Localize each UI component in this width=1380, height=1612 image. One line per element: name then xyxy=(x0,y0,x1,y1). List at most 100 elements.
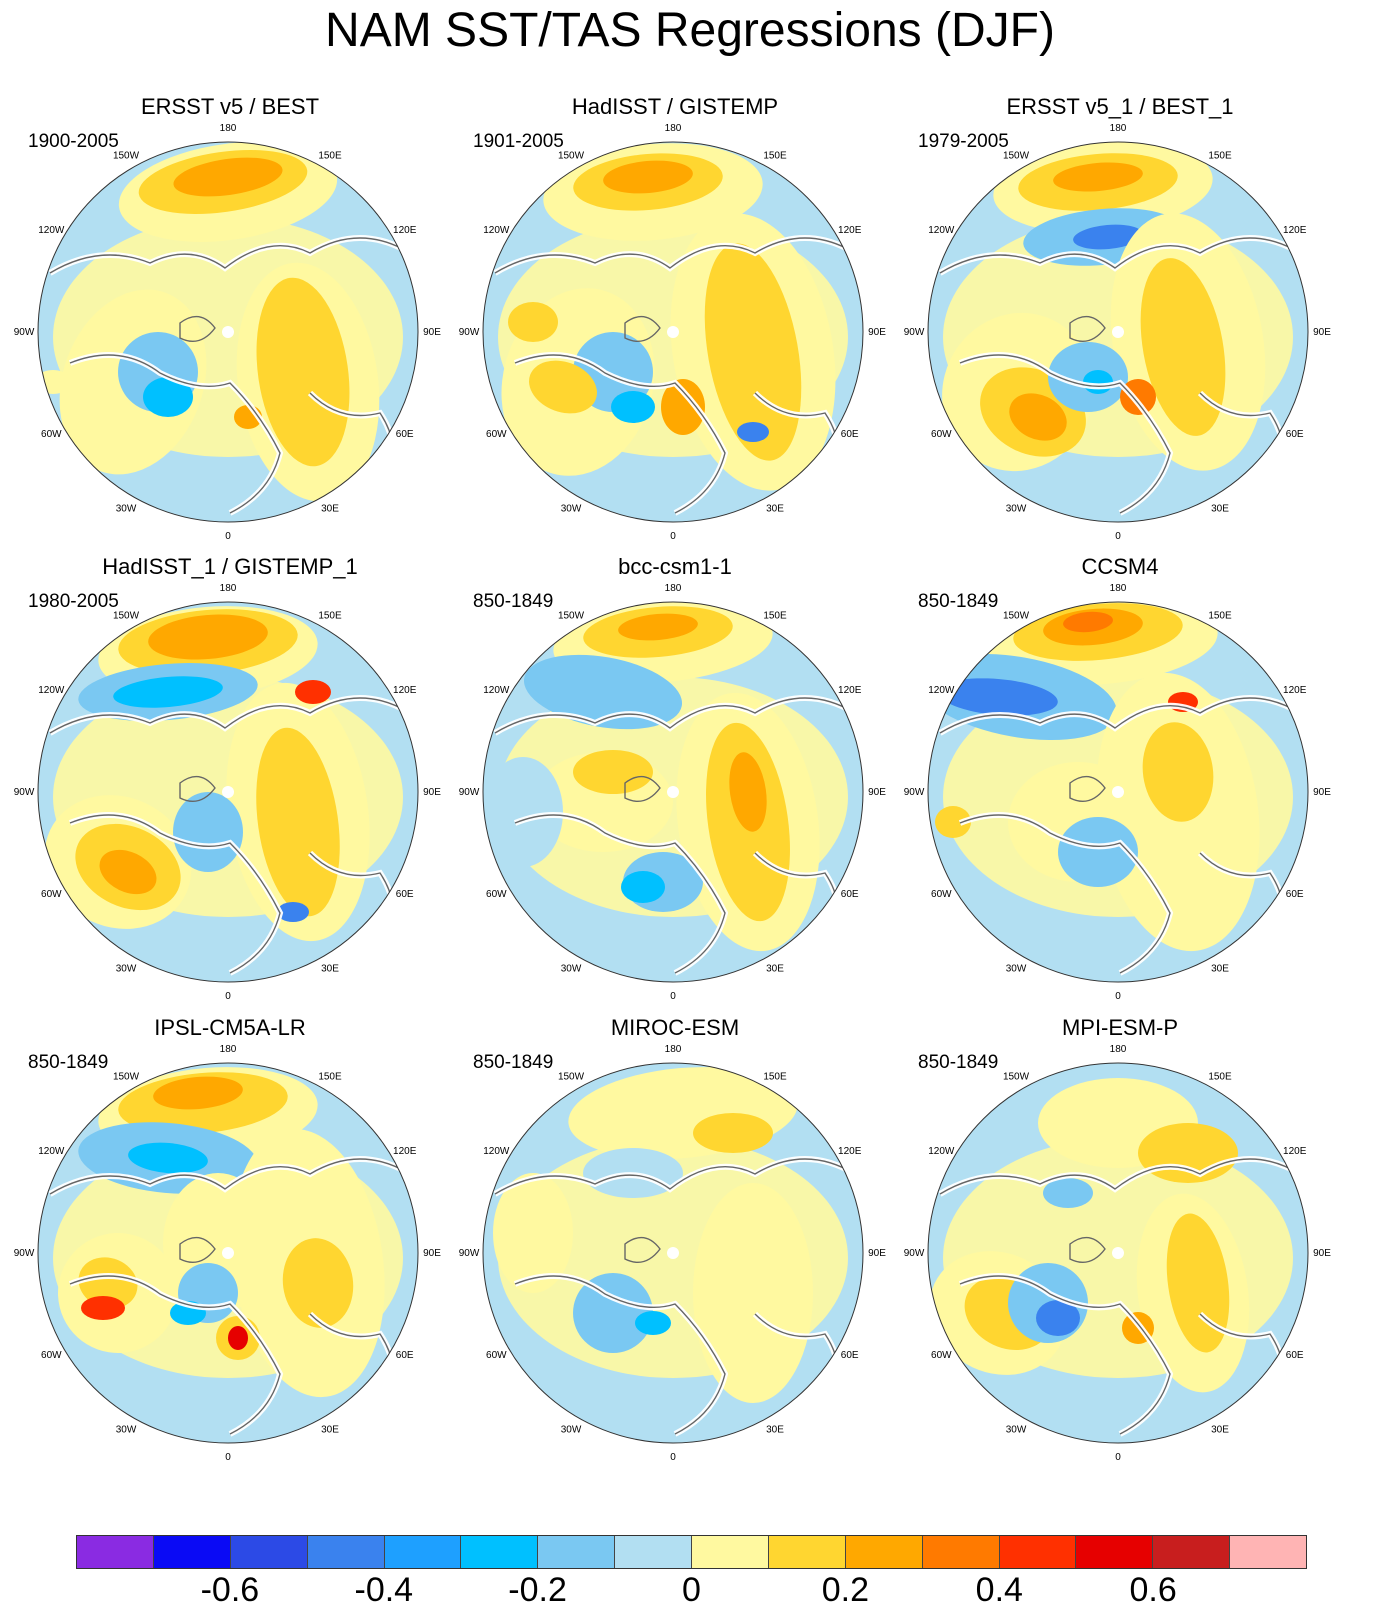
longitude-label: 30W xyxy=(561,504,582,515)
map-border xyxy=(482,141,864,523)
longitude-label: 60E xyxy=(396,1350,414,1361)
longitude-label: 90E xyxy=(423,787,441,798)
anomaly-patch xyxy=(282,1238,354,1328)
colorbar-swatch xyxy=(1153,1536,1231,1568)
longitude-label: 90E xyxy=(423,1248,441,1259)
longitude-label: 0 xyxy=(670,1452,676,1463)
longitude-label: 60W xyxy=(931,1350,952,1361)
anomaly-patch xyxy=(938,678,1058,716)
longitude-label: 150W xyxy=(558,1071,585,1082)
map-border xyxy=(37,601,419,983)
panel-title: HadISST / GISTEMP xyxy=(571,94,779,119)
anomaly-patch xyxy=(611,391,655,423)
panel-period: 850-1849 xyxy=(918,591,999,612)
panel-title: HadISST_1 / GISTEMP_1 xyxy=(102,554,358,579)
longitude-label: 180 xyxy=(665,1044,682,1055)
panel-title: MIROC-ESM xyxy=(610,1015,740,1040)
longitude-label: 120W xyxy=(483,1146,510,1157)
anomaly-patch xyxy=(256,727,340,917)
longitude-label: 0 xyxy=(1115,1452,1121,1463)
longitude-label: 0 xyxy=(225,991,231,1002)
colorbar-swatch xyxy=(922,1536,1000,1568)
longitude-label: 150W xyxy=(113,1071,140,1082)
anomaly-patch xyxy=(148,614,268,660)
longitude-label: 90E xyxy=(868,787,886,798)
longitude-label: 30E xyxy=(321,964,339,975)
longitude-label: 150E xyxy=(1208,150,1232,161)
longitude-label: 180 xyxy=(665,583,682,594)
longitude-label: 150E xyxy=(763,610,787,621)
longitude-label: 30E xyxy=(1211,964,1229,975)
longitude-label: 150W xyxy=(558,610,585,621)
longitude-label: 30W xyxy=(116,964,137,975)
map-panel: 180 150E 120E 90E 60E 30E 0 30W 60W 90W 120W 150W Ha… xyxy=(10,553,450,1023)
longitude-label: 0 xyxy=(1115,991,1121,1002)
coastline xyxy=(494,697,856,974)
anomaly-patch xyxy=(573,1273,653,1353)
longitude-label: 30E xyxy=(321,504,339,515)
anomaly-patch xyxy=(256,277,350,467)
colorbar-swatch xyxy=(307,1536,385,1568)
longitude-label: 150E xyxy=(1208,1071,1232,1082)
map-panel: 180 150E 120E 90E 60E 30E 0 30W 60W 90W 120W 150W MI… xyxy=(455,1014,895,1484)
coastline xyxy=(49,237,411,514)
panel-period: 850-1849 xyxy=(473,1052,554,1073)
anomaly-patch xyxy=(228,1326,248,1350)
coastline xyxy=(939,697,1301,974)
anomaly-patch xyxy=(99,849,157,895)
longitude-label: 90W xyxy=(459,787,480,798)
longitude-label: 120W xyxy=(928,225,955,236)
longitude-label: 60W xyxy=(931,429,952,440)
coastline xyxy=(49,697,411,974)
longitude-label: 120W xyxy=(38,225,65,236)
longitude-label: 90W xyxy=(459,1248,480,1259)
longitude-label: 120E xyxy=(393,225,417,236)
panel-period: 1980-2005 xyxy=(28,591,119,612)
anomaly-patch xyxy=(529,360,597,414)
anomaly-patch xyxy=(729,752,767,832)
colorbar-tick-label: 0.2 xyxy=(821,1571,870,1609)
pole-marker xyxy=(222,1247,234,1259)
longitude-label: 0 xyxy=(670,531,676,542)
panel-period: 1900-2005 xyxy=(28,131,119,152)
colorbar-swatch xyxy=(615,1536,692,1568)
anomaly-patch xyxy=(618,613,698,641)
anomaly-patch xyxy=(1043,1178,1093,1208)
anomaly-patch xyxy=(1073,224,1143,250)
longitude-label: 30E xyxy=(766,1425,784,1436)
anomaly-patch xyxy=(635,1311,671,1335)
map-panel: 180 150E 120E 90E 60E 30E 0 30W 60W 90W 120W 150W Ha… xyxy=(455,93,895,563)
longitude-label: 30W xyxy=(561,964,582,975)
colorbar-tick-label: 0.6 xyxy=(1129,1571,1177,1609)
pole-marker xyxy=(222,326,234,338)
longitude-label: 0 xyxy=(225,1452,231,1463)
map-border xyxy=(37,141,419,523)
map-panel: 180 150E 120E 90E 60E 30E 0 30W 60W 90W 120W 150W ER… xyxy=(10,93,450,563)
longitude-label: 180 xyxy=(1110,123,1127,134)
coastline xyxy=(939,1158,1301,1435)
anomaly-patch xyxy=(173,792,243,872)
anomaly-patch xyxy=(603,160,693,194)
colorbar-swatch xyxy=(384,1536,462,1568)
longitude-label: 120W xyxy=(38,1146,65,1157)
anomaly-patch xyxy=(113,676,223,708)
pole-marker xyxy=(1112,786,1124,798)
anomaly-patch xyxy=(508,302,558,342)
longitude-label: 120W xyxy=(928,685,955,696)
polar-map: 180 150E 120E 90E 60E 30E 0 30W 60W 90W 120W 150W xyxy=(904,1044,1332,1463)
longitude-label: 60E xyxy=(841,1350,859,1361)
longitude-label: 30E xyxy=(321,1425,339,1436)
anomaly-patch xyxy=(277,902,309,922)
anomaly-patch xyxy=(1142,722,1214,822)
longitude-label: 180 xyxy=(220,1044,237,1055)
longitude-label: 60W xyxy=(41,1350,62,1361)
map-border xyxy=(37,1062,419,1444)
pole-marker xyxy=(222,786,234,798)
pole-marker xyxy=(1112,326,1124,338)
polar-map: 180 150E 120E 90E 60E 30E 0 30W 60W 90W 120W 150W xyxy=(14,123,442,542)
longitude-label: 120E xyxy=(1283,685,1307,696)
longitude-label: 150W xyxy=(113,610,140,621)
anomaly-patch xyxy=(661,379,705,435)
colorbar-swatch xyxy=(230,1536,308,1568)
longitude-label: 90E xyxy=(423,327,441,338)
